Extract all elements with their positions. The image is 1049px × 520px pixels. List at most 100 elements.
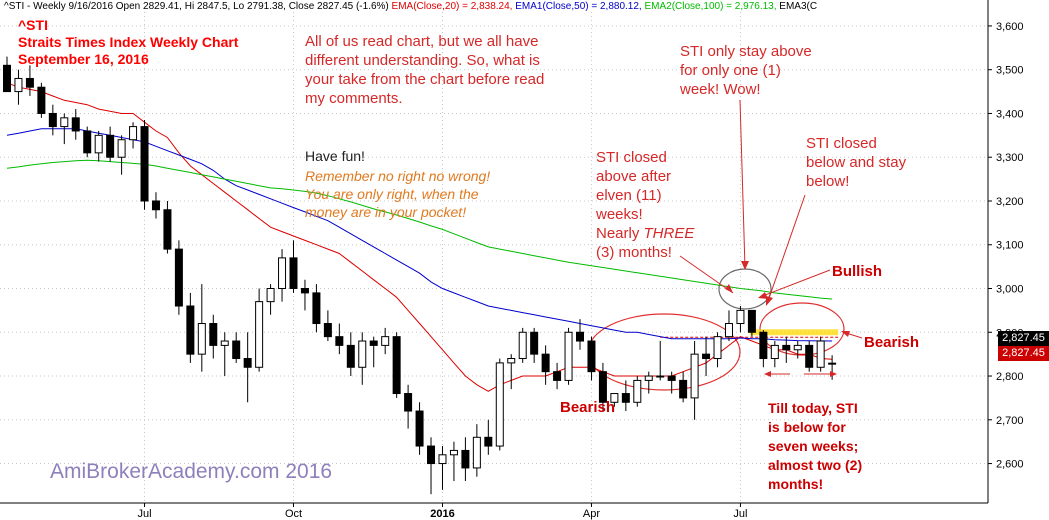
candle [151,192,160,219]
candle-body-down [174,248,183,307]
candle-body-up [770,344,779,360]
candle-body-down [163,209,172,250]
candle-body-down [323,323,332,338]
candle [610,393,619,407]
candle-body-up [564,331,573,381]
y-tick-label: 3,000 [996,284,1024,296]
candle-body-down [369,340,378,346]
y-tick-label: 3,100 [996,240,1024,252]
header-ema100: EMA2(Close,100) = 2,976.13, [644,1,777,12]
candle [782,336,791,363]
recent-weeks-ellipse [759,302,845,356]
candle-body-up [197,323,206,355]
candle-body-down [598,371,607,403]
candle [656,341,665,381]
title-date: September 16, 2016 [18,51,149,67]
ema-line-1 [6,128,833,342]
bearish-bottom-label: Bearish [560,399,616,416]
candle [232,332,241,363]
candle-body-down [346,344,355,368]
candle-body-up [381,336,390,346]
candle [392,332,401,398]
candle [564,327,573,385]
candle-body-down [48,112,57,128]
candle [83,126,92,158]
y-tick-label: 2,600 [996,459,1024,471]
candle [346,332,355,377]
candle [690,341,699,420]
candle [415,402,424,455]
candle [48,104,57,136]
candle [759,330,768,368]
candle-body-up [255,301,264,368]
candle [495,358,504,451]
candle [724,310,733,342]
till-today-note: Till today, STI is below for seven weeks… [768,400,863,492]
arrow-bearish-right-head [841,331,850,337]
candle [140,120,149,210]
candle [679,371,688,403]
candle-body-up [266,288,275,303]
x-tick-label: Jul [137,508,151,520]
candle-body-down [404,393,413,412]
candle-body-down [335,336,344,346]
candle-body-up [278,257,287,290]
candle [553,362,562,390]
candle-body-down [232,340,241,360]
candle-body-down [553,371,562,381]
candle-body-down [427,445,436,465]
candle-body-down [759,331,768,360]
have-fun-label: Have fun! [305,148,365,164]
nearly-three-text: Nearly THREE (3) months! [596,224,694,262]
title-name: Straits Times Index Weekly Chart [18,34,239,50]
candle-body-up [94,134,103,154]
candle-body-up [449,449,458,456]
candle [816,336,825,372]
arrow-closed-below [766,194,806,305]
remember-note: Remember no right no wrong! You are only… [305,168,491,220]
bearish-right-label: Bearish [864,334,920,351]
resistance-band [660,329,839,338]
candle-body-up [736,309,745,325]
candle [186,292,195,363]
candle [243,332,252,403]
x-tick-label: 2016 [430,508,454,520]
nearly-prefix: Nearly [596,225,644,242]
candle-body-down [805,344,814,368]
candle-body-down [782,344,791,351]
candle [793,341,802,359]
candle [266,284,275,315]
candle [438,446,447,490]
y-tick-label: 2,700 [996,415,1024,427]
candle-body-down [151,200,160,211]
candle [220,332,229,377]
candle-body-down [186,305,195,355]
candle [369,336,378,368]
candle-body-up [507,358,516,364]
candle [518,327,527,363]
candle [621,380,630,412]
candle-body-up [690,353,699,399]
candle [323,310,332,342]
watermark: AmiBrokerAcademy.com 2016 [50,460,332,483]
closed-above-text: STI closed above after elven (11) weeks! [596,149,672,223]
x-axis: Jul Oct 2016 Apr Jul [0,502,988,520]
candle [174,240,183,315]
candle-body-down [530,331,539,355]
candle-body-down [621,393,630,403]
candle [25,65,34,96]
candle [60,113,69,145]
x-tick-label: Apr [583,508,600,520]
annotation-arrows [679,99,863,377]
arrow-bullish-head [758,292,768,299]
candle [576,319,584,350]
title-symbol: ^STI [18,17,48,33]
nearly-three: THREE [643,225,695,242]
candle-body-up [644,375,653,381]
y-tick-label: 3,400 [996,108,1024,120]
candle-body-down [747,309,756,333]
candle [461,437,470,482]
candle-body-down [300,288,309,294]
arrow-only-one [739,99,746,269]
candle [94,130,103,162]
